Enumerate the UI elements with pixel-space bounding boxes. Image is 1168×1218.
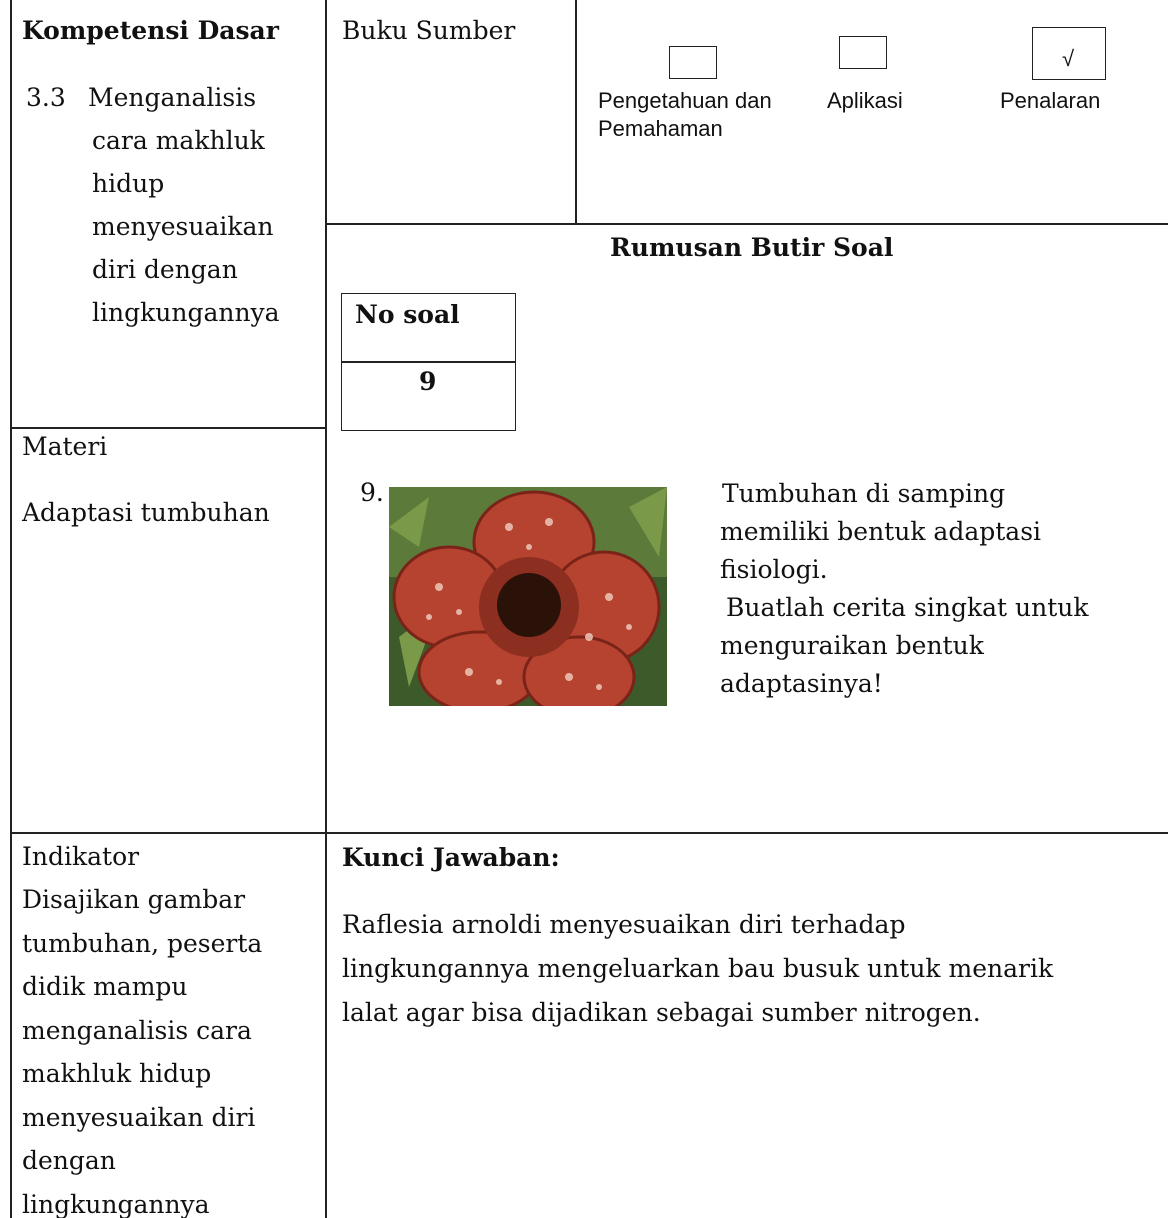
text-line: lingkungannya — [92, 298, 280, 327]
checkbox — [669, 46, 717, 79]
level-label: Pengetahuan dan — [598, 88, 772, 113]
question-line: memiliki bentuk adaptasi — [720, 517, 1042, 546]
text-line: cara makhluk — [92, 126, 265, 155]
text-line: Disajikan gambar — [22, 885, 246, 914]
answer-line: Raflesia arnoldi menyesuaikan diri terha… — [342, 910, 906, 939]
question-line: adaptasinya! — [720, 669, 883, 698]
text-line: menyesuaikan — [92, 212, 274, 241]
border — [325, 0, 327, 1218]
text-line: makhluk hidup — [22, 1059, 212, 1088]
question-line: Tumbuhan di samping — [722, 479, 1006, 508]
heading: Materi — [22, 432, 108, 461]
heading: Indikator — [22, 842, 140, 871]
heading: Rumusan Butir Soal — [610, 233, 894, 262]
question-number: 9. — [360, 478, 384, 507]
border — [10, 0, 12, 1218]
question-line: Buatlah cerita singkat untuk — [726, 593, 1089, 622]
border — [326, 223, 1168, 225]
text-line: menganalisis cara — [22, 1015, 252, 1045]
text-line: hidup — [92, 169, 165, 198]
border — [10, 427, 326, 429]
border — [10, 832, 1168, 834]
text-line: tumbuhan, peserta — [22, 928, 263, 958]
answer-line: lingkungannya mengeluarkan bau busuk unt… — [342, 954, 1054, 983]
checkbox — [839, 36, 887, 69]
text-line: diri dengan — [92, 255, 238, 284]
heading: Kompetensi Dasar — [22, 16, 279, 45]
text-line: menyesuaikan diri — [22, 1102, 256, 1132]
heading: Kunci Jawaban: — [342, 843, 560, 872]
text: Adaptasi tumbuhan — [22, 498, 270, 527]
text-line: didik mampu — [22, 972, 188, 1001]
rafflesia-photo — [389, 487, 667, 706]
check-mark: √ — [1062, 46, 1075, 71]
text-line: Menganalisis — [88, 83, 257, 112]
level-label: Pemahaman — [598, 116, 723, 141]
answer-line: lalat agar bisa dijadikan sebagai sumber… — [342, 998, 981, 1027]
kd-number: 3.3 — [26, 83, 66, 112]
label: No soal — [355, 300, 460, 329]
border — [341, 361, 516, 363]
border — [575, 0, 577, 224]
level-label: Penalaran — [1000, 88, 1101, 113]
text-line: lingkungannya — [22, 1189, 210, 1218]
question-line: menguraikan bentuk — [720, 631, 984, 660]
heading: Buku Sumber — [342, 16, 516, 45]
value: 9 — [419, 367, 437, 396]
question-line: fisiologi. — [720, 555, 828, 584]
text-line: dengan — [22, 1146, 116, 1175]
level-label: Aplikasi — [827, 88, 903, 113]
checkbox — [1032, 27, 1106, 80]
